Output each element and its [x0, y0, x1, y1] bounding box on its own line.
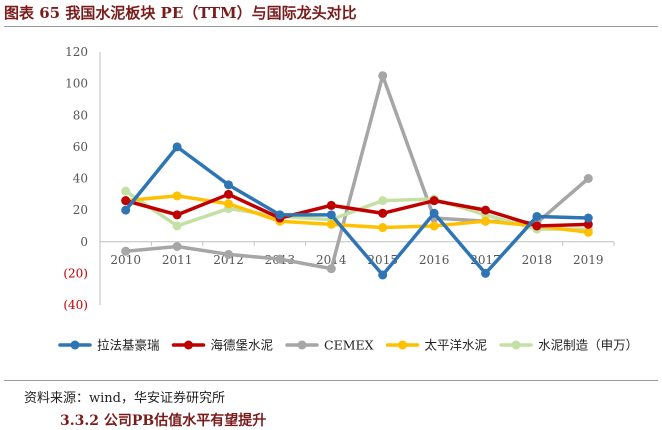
x-tick-label: 2011	[162, 253, 193, 267]
x-tick-label: 2019	[573, 253, 604, 267]
data-point	[481, 216, 490, 226]
data-point	[172, 221, 182, 231]
next-section-heading: 3.3.2 公司PB估值水平有望提升	[60, 413, 267, 429]
data-point	[224, 249, 233, 259]
data-point	[224, 199, 233, 209]
data-point	[378, 223, 388, 233]
legend-label: 海德堡水泥	[211, 338, 274, 353]
data-point	[121, 186, 131, 196]
legend-label: 拉法基豪瑞	[97, 338, 160, 353]
data-point	[429, 221, 439, 231]
title-rule	[4, 26, 658, 27]
data-point	[481, 268, 490, 278]
legend-swatch-marker	[297, 340, 307, 350]
y-tick-label: 60	[73, 140, 88, 154]
x-tick-label: 2010	[110, 253, 141, 267]
data-point	[583, 213, 593, 223]
chart-axes: (40)(20)02040608010012020102011201220132…	[63, 45, 615, 312]
series-line	[123, 73, 591, 271]
data-point	[583, 174, 593, 183]
data-point	[532, 221, 542, 231]
data-point	[172, 142, 182, 152]
legend-swatch-marker	[184, 340, 194, 350]
data-point	[378, 196, 388, 206]
data-point	[583, 219, 593, 229]
pe-comparison-chart: (40)(20)02040608010012020102011201220132…	[58, 45, 638, 353]
data-point	[121, 205, 131, 215]
source-rule	[4, 380, 658, 381]
chart-series	[121, 71, 593, 280]
y-tick-label: 20	[73, 203, 88, 217]
series-line	[123, 145, 591, 277]
data-point	[378, 71, 388, 81]
source-note: 资料来源：wind，华安证券研究所	[24, 391, 225, 406]
legend-label: 水泥制造（申万）	[538, 338, 638, 353]
series-line	[123, 192, 591, 228]
y-tick-label: 80	[73, 108, 88, 122]
legend-item: 拉法基豪瑞	[58, 338, 160, 353]
legend-item: 水泥制造（申万）	[499, 338, 638, 353]
x-tick-label: 2014	[316, 253, 347, 267]
x-tick-label: 2016	[419, 253, 450, 267]
x-tick-label: 2018	[522, 253, 553, 267]
y-tick-label: (40)	[63, 298, 88, 312]
legend-item: CEMEX	[285, 338, 374, 353]
data-point	[429, 208, 439, 218]
figure-title: 图表 65 我国水泥板块 PE（TTM）与国际龙头对比	[4, 4, 357, 22]
data-point	[532, 211, 542, 221]
data-point	[172, 210, 182, 220]
data-point	[172, 191, 182, 201]
y-tick-label: 100	[65, 77, 88, 91]
data-point	[172, 241, 182, 251]
y-tick-label: (20)	[63, 266, 88, 280]
data-point	[326, 210, 336, 220]
legend-item: 太平洋水泥	[385, 338, 488, 353]
data-point	[275, 210, 285, 220]
data-point	[121, 196, 131, 206]
legend-swatch-marker	[511, 340, 521, 350]
data-point	[481, 205, 490, 215]
legend-swatch-marker	[70, 340, 80, 350]
legend-swatch-marker	[398, 340, 408, 350]
series-1	[121, 189, 593, 231]
legend-label: CEMEX	[324, 338, 374, 353]
legend-label: 太平洋水泥	[425, 338, 488, 353]
data-point	[275, 254, 285, 264]
data-point	[378, 270, 388, 280]
data-point	[326, 200, 336, 210]
y-tick-label: 40	[73, 172, 88, 186]
data-point	[224, 189, 233, 199]
legend-item: 海德堡水泥	[171, 338, 274, 353]
data-point	[326, 219, 336, 229]
chart-legend: 拉法基豪瑞 海德堡水泥 CEMEX 太平洋水泥 水泥制造（申万）	[58, 338, 638, 353]
y-tick-label: 0	[80, 235, 88, 249]
data-point	[583, 227, 593, 237]
data-point	[429, 196, 439, 206]
data-point	[121, 246, 131, 256]
series-line	[123, 194, 591, 235]
series-3	[121, 191, 593, 237]
series-0	[121, 142, 593, 280]
data-point	[378, 208, 388, 218]
y-tick-label: 120	[65, 45, 88, 59]
data-point	[326, 264, 336, 274]
data-point	[224, 180, 233, 190]
